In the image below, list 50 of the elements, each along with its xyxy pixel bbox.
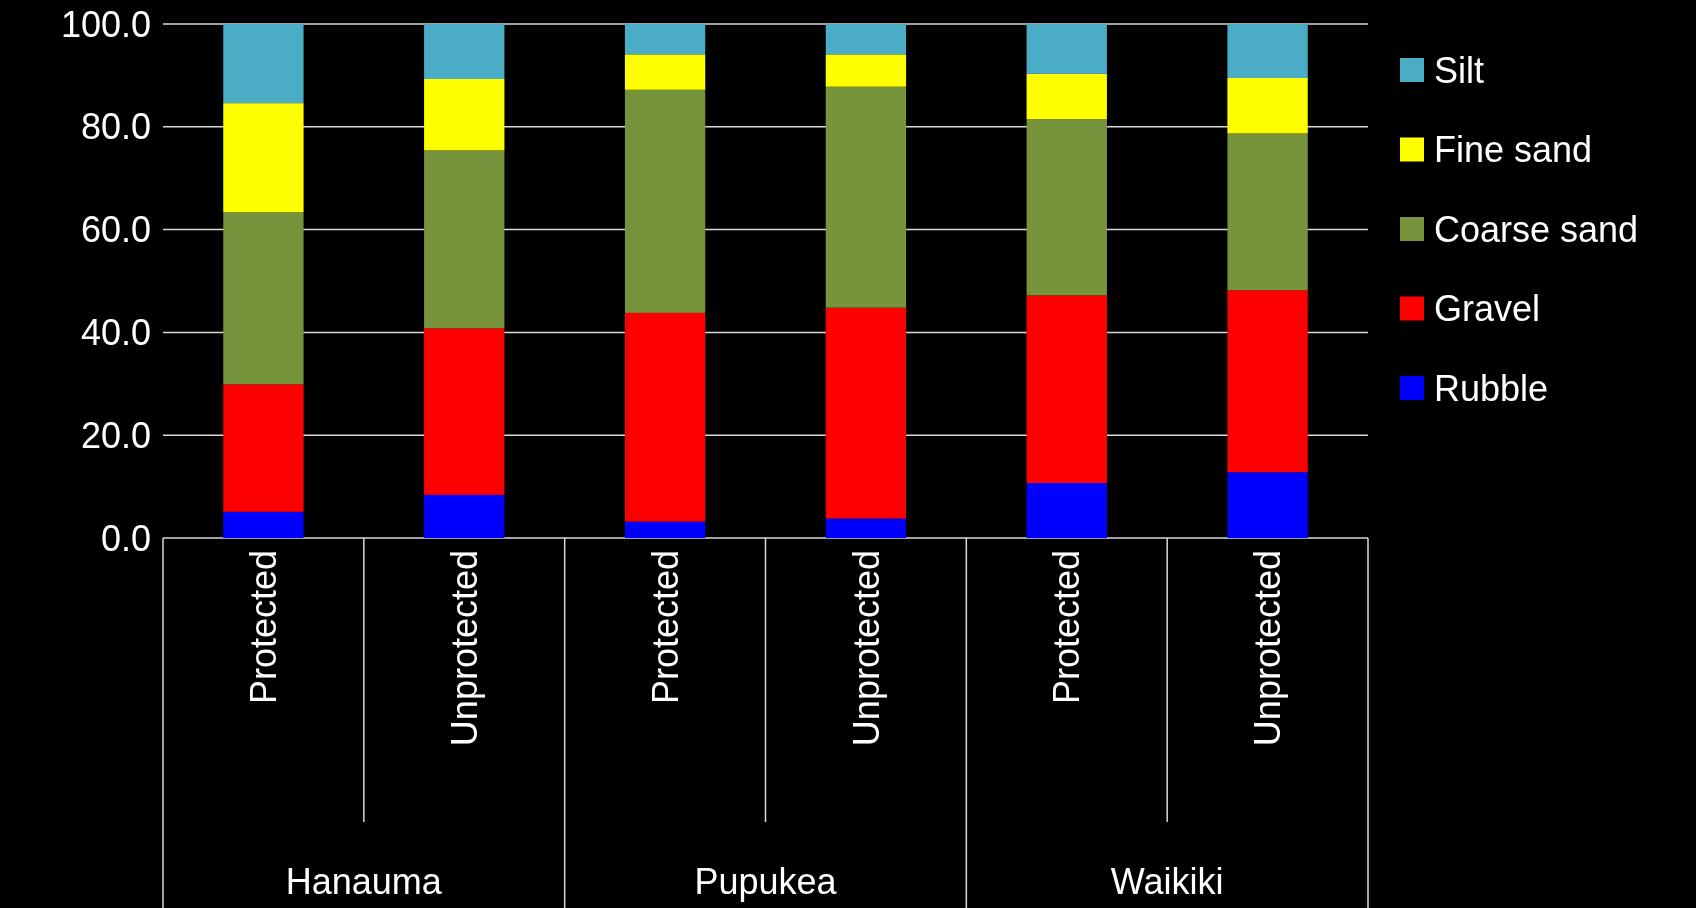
y-tick-label: 80.0 — [80, 106, 151, 148]
bar — [1227, 24, 1308, 78]
bar — [825, 518, 907, 538]
x-tick-label: Protected — [644, 550, 686, 705]
legend-label: Coarse sand — [1434, 208, 1639, 250]
bar — [223, 24, 304, 104]
bar — [1227, 290, 1308, 473]
bar — [624, 24, 706, 55]
y-tick-label: 60.0 — [80, 209, 151, 251]
x-tick-label: Unprotected — [1247, 550, 1289, 747]
bar — [1026, 119, 1107, 296]
bar — [1026, 483, 1107, 538]
text: Hanauma — [285, 860, 443, 902]
bar — [424, 150, 505, 329]
bar — [424, 79, 505, 151]
bar — [424, 328, 505, 495]
bar — [1227, 472, 1308, 538]
y-tick-label: 0.0 — [100, 517, 151, 559]
bar — [223, 212, 304, 385]
bar — [223, 384, 304, 512]
x-tick-label: Protected — [243, 550, 285, 705]
x-tick-label: Unprotected — [845, 550, 887, 747]
bar — [825, 307, 907, 519]
bar — [624, 89, 706, 313]
bar — [825, 54, 907, 87]
text: Waikiki — [1110, 860, 1224, 902]
bar — [223, 511, 304, 538]
legend-label: Silt — [1434, 49, 1485, 91]
bar — [424, 494, 505, 538]
bar — [624, 521, 706, 538]
legend-label: Gravel — [1434, 288, 1541, 330]
bar — [624, 312, 706, 522]
bar — [424, 24, 505, 79]
legend-label: Fine sand — [1434, 129, 1593, 171]
bar — [1026, 24, 1107, 74]
x-tick-label: Unprotected — [443, 550, 485, 747]
x-tick-label: Protected — [1046, 550, 1088, 705]
y-tick-label: 20.0 — [80, 414, 151, 456]
bar — [1026, 295, 1107, 483]
bar — [1026, 73, 1107, 120]
bar — [1227, 77, 1308, 134]
bar — [624, 54, 706, 90]
y-tick-label: 100.0 — [60, 3, 151, 45]
legend-label: Rubble — [1434, 367, 1549, 409]
bar — [825, 86, 907, 308]
text: Pupukea — [694, 860, 838, 902]
bar — [825, 24, 907, 55]
y-tick-label: 40.0 — [80, 312, 151, 353]
bar — [1227, 133, 1308, 291]
bar — [223, 103, 304, 213]
